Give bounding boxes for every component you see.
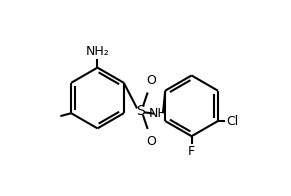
Text: O: O bbox=[146, 74, 156, 87]
Text: Cl: Cl bbox=[226, 114, 238, 128]
Text: F: F bbox=[188, 145, 195, 158]
Text: O: O bbox=[146, 135, 156, 148]
Text: NH: NH bbox=[149, 107, 168, 120]
Text: NH₂: NH₂ bbox=[86, 45, 109, 58]
Text: S: S bbox=[136, 104, 145, 118]
